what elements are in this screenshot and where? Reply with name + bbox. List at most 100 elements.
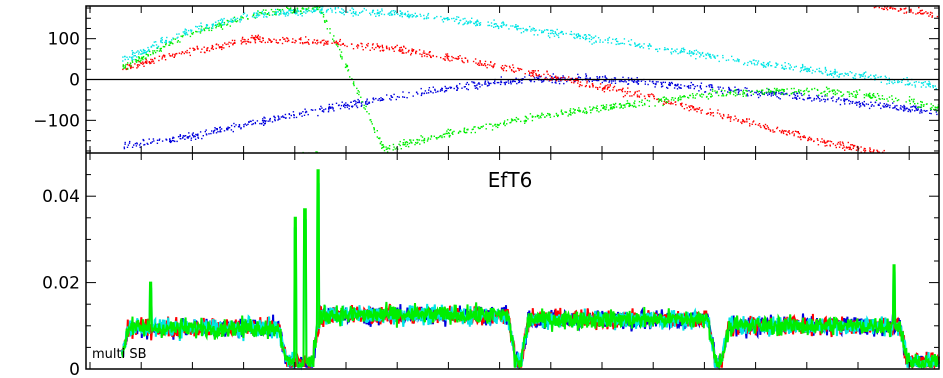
scatter-point xyxy=(667,102,668,103)
scatter-point xyxy=(622,89,623,90)
scatter-point xyxy=(873,150,874,151)
scatter-point xyxy=(458,133,459,134)
scatter-point xyxy=(767,94,768,95)
scatter-point xyxy=(684,85,685,86)
scatter-point xyxy=(430,91,431,92)
scatter-point xyxy=(791,132,792,133)
scatter-point xyxy=(323,12,324,13)
scatter-point xyxy=(648,48,649,49)
scatter-point xyxy=(491,65,492,66)
scatter-point xyxy=(547,74,548,75)
scatter-point xyxy=(517,26,518,27)
scatter-point xyxy=(833,143,834,144)
scatter-point xyxy=(223,47,224,48)
scatter-point xyxy=(713,112,714,113)
scatter-point xyxy=(748,90,749,91)
scatter-point xyxy=(375,98,376,99)
scatter-point xyxy=(789,95,790,96)
scatter-point xyxy=(150,54,151,55)
scatter-point xyxy=(184,139,185,140)
scatter-point xyxy=(535,116,536,117)
scatter-point xyxy=(345,102,346,103)
scatter-point xyxy=(523,31,524,32)
scatter-point xyxy=(459,55,460,56)
scatter-point xyxy=(300,13,301,14)
scatter-point xyxy=(836,99,837,100)
scatter-point xyxy=(618,89,619,90)
scatter-point xyxy=(269,15,270,16)
scatter-point xyxy=(580,81,581,82)
scatter-point xyxy=(395,148,396,149)
scatter-point xyxy=(184,53,185,54)
scatter-point xyxy=(716,91,717,92)
scatter-point xyxy=(142,64,143,65)
scatter-point xyxy=(586,75,587,76)
scatter-point xyxy=(510,122,511,123)
scatter-point xyxy=(520,68,521,69)
scatter-point xyxy=(834,74,835,75)
scatter-point xyxy=(477,20,478,21)
scatter-point xyxy=(525,29,526,30)
scatter-point xyxy=(808,138,809,139)
scatter-point xyxy=(875,77,876,78)
scatter-point xyxy=(681,48,682,49)
scatter-point xyxy=(144,144,145,145)
scatter-point xyxy=(515,78,516,79)
scatter-point xyxy=(500,25,501,26)
scatter-point xyxy=(148,55,149,56)
scatter-point xyxy=(606,104,607,105)
scatter-point xyxy=(530,113,531,114)
scatter-point xyxy=(139,52,140,53)
scatter-point xyxy=(596,76,597,77)
scatter-point xyxy=(917,107,918,108)
scatter-point xyxy=(429,87,430,88)
scatter-point xyxy=(457,89,458,90)
scatter-point xyxy=(208,133,209,134)
scatter-point xyxy=(218,26,219,27)
scatter-point xyxy=(546,71,547,72)
scatter-point xyxy=(220,131,221,132)
scatter-point xyxy=(850,101,851,102)
scatter-point xyxy=(887,9,888,10)
scatter-point xyxy=(353,101,354,102)
scatter-point xyxy=(579,111,580,112)
scatter-point xyxy=(277,42,278,43)
scatter-point xyxy=(656,81,657,82)
scatter-point xyxy=(637,91,638,92)
scatter-point xyxy=(434,17,435,18)
scatter-point xyxy=(215,22,216,23)
scatter-point xyxy=(506,24,507,25)
scatter-point xyxy=(386,149,387,150)
scatter-point xyxy=(735,89,736,90)
scatter-point xyxy=(367,99,368,100)
scatter-point xyxy=(889,105,890,106)
scatter-point xyxy=(830,71,831,72)
scatter-point xyxy=(908,83,909,84)
scatter-point xyxy=(484,82,485,83)
scatter-point xyxy=(473,82,474,83)
scatter-point xyxy=(786,134,787,135)
scatter-point xyxy=(153,45,154,46)
scatter-point xyxy=(689,95,690,96)
scatter-point xyxy=(547,29,548,30)
scatter-point xyxy=(493,19,494,20)
scatter-point xyxy=(885,76,886,77)
scatter-point xyxy=(826,145,827,146)
scatter-point xyxy=(652,94,653,95)
scatter-point xyxy=(827,93,828,94)
scatter-point xyxy=(611,80,612,81)
scatter-point xyxy=(798,91,799,92)
scatter-point xyxy=(448,132,449,133)
scatter-point xyxy=(706,54,707,55)
scatter-point xyxy=(892,99,893,100)
scatter-point xyxy=(749,61,750,62)
scatter-point xyxy=(262,13,263,14)
scatter-point xyxy=(836,101,837,102)
scatter-point xyxy=(289,113,290,114)
scatter-point xyxy=(904,109,905,110)
scatter-point xyxy=(688,106,689,107)
scatter-point xyxy=(653,83,654,84)
scatter-point xyxy=(373,99,374,100)
scatter-point xyxy=(853,148,854,149)
scatter-point xyxy=(200,131,201,132)
